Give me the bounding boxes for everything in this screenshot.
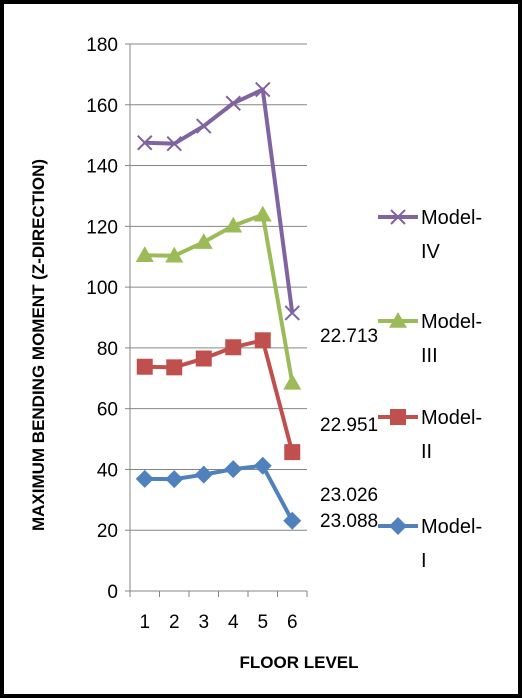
series-model-i bbox=[135, 456, 302, 530]
legend-label-suffix: IV bbox=[421, 241, 441, 263]
y-tick-label: 180 bbox=[86, 35, 118, 56]
x-tick-label: 4 bbox=[228, 612, 239, 633]
series-end-label: 22.713 bbox=[320, 326, 378, 347]
data-point bbox=[166, 135, 182, 152]
series-line bbox=[144, 463, 295, 522]
marker-stroke bbox=[166, 135, 182, 152]
data-point bbox=[224, 460, 243, 479]
x-tick-label: 2 bbox=[169, 612, 180, 633]
x-tick-label: 3 bbox=[198, 612, 209, 633]
series-model-ii bbox=[136, 332, 301, 461]
y-tick-label: 80 bbox=[97, 339, 118, 360]
marker-stroke bbox=[255, 81, 271, 98]
data-point bbox=[225, 95, 241, 111]
data-point bbox=[253, 456, 272, 475]
y-tick-label: 0 bbox=[107, 582, 118, 603]
series-line bbox=[144, 338, 295, 453]
gridlines bbox=[130, 43, 307, 531]
data-point bbox=[137, 135, 153, 151]
y-tick-label: 20 bbox=[97, 521, 118, 542]
series-model-iv bbox=[137, 81, 300, 321]
data-point bbox=[283, 373, 302, 390]
x-axis-title: FLOOR LEVEL bbox=[240, 653, 359, 672]
marker-stroke bbox=[284, 305, 300, 321]
data-point bbox=[253, 205, 272, 222]
data-labels: 22.713 22.951 23.026 23.088 bbox=[320, 326, 378, 532]
legend-marker bbox=[390, 409, 406, 425]
legend-item-model-iii: Model- III bbox=[378, 311, 482, 367]
legend-marker bbox=[389, 312, 407, 328]
data-point bbox=[283, 511, 302, 530]
axes bbox=[125, 43, 308, 597]
legend-item-model-iv: Model- IV bbox=[378, 207, 482, 263]
y-tick-label: 160 bbox=[86, 96, 118, 117]
data-point bbox=[255, 81, 271, 98]
legend-marker bbox=[390, 209, 406, 225]
data-point bbox=[165, 246, 184, 263]
data-point bbox=[135, 469, 154, 488]
series-end-label: 22.951 bbox=[320, 415, 378, 436]
x-tick-label: 1 bbox=[139, 612, 150, 633]
legend-item-model-ii: Model- II bbox=[378, 407, 482, 463]
data-point bbox=[195, 350, 212, 367]
legend-label: Model- bbox=[421, 407, 482, 429]
series-end-label: 23.026 bbox=[320, 485, 378, 506]
legend: Model- IV Model- III Model- II Model- I bbox=[378, 207, 482, 572]
data-point bbox=[194, 465, 213, 484]
y-tick-label: 60 bbox=[97, 400, 118, 421]
data-point bbox=[194, 233, 213, 249]
legend-label-suffix: II bbox=[421, 441, 432, 463]
y-tick-label: 140 bbox=[86, 157, 118, 178]
x-tick-label: 6 bbox=[287, 612, 298, 633]
data-point bbox=[165, 470, 184, 489]
marker-stroke bbox=[390, 209, 406, 225]
series-end-label: 23.088 bbox=[320, 511, 378, 532]
legend-label: Model- bbox=[421, 516, 482, 538]
marker-stroke bbox=[137, 135, 153, 151]
data-point bbox=[284, 444, 301, 461]
data-point bbox=[254, 332, 271, 349]
data-point bbox=[284, 305, 300, 321]
y-axis-title: MAXIMUM BENDING MOMENT (Z-DIRECTION) bbox=[29, 159, 48, 531]
x-tick-label: 5 bbox=[257, 612, 268, 633]
legend-label-suffix: I bbox=[421, 550, 427, 572]
series-group bbox=[135, 81, 302, 530]
legend-label: Model- bbox=[421, 207, 482, 229]
marker-stroke bbox=[225, 95, 241, 111]
data-point bbox=[225, 339, 242, 356]
data-point bbox=[136, 358, 153, 375]
y-tick-label: 100 bbox=[86, 278, 118, 299]
legend-item-model-i: Model- I bbox=[378, 516, 482, 572]
y-tick-label: 40 bbox=[97, 460, 118, 481]
legend-label-suffix: III bbox=[421, 345, 438, 367]
data-point bbox=[224, 216, 243, 233]
series-line bbox=[144, 87, 295, 314]
data-point bbox=[135, 246, 154, 262]
y-tick-labels: 0 20 40 60 80 100 120 140 160 180 bbox=[86, 35, 118, 603]
data-point bbox=[166, 359, 183, 376]
y-tick-label: 120 bbox=[86, 217, 118, 238]
series-line bbox=[144, 212, 295, 384]
series-model-iii bbox=[135, 205, 302, 390]
legend-label: Model- bbox=[421, 311, 482, 333]
data-point bbox=[196, 118, 212, 134]
marker-stroke bbox=[196, 118, 212, 134]
legend-marker bbox=[389, 517, 407, 535]
